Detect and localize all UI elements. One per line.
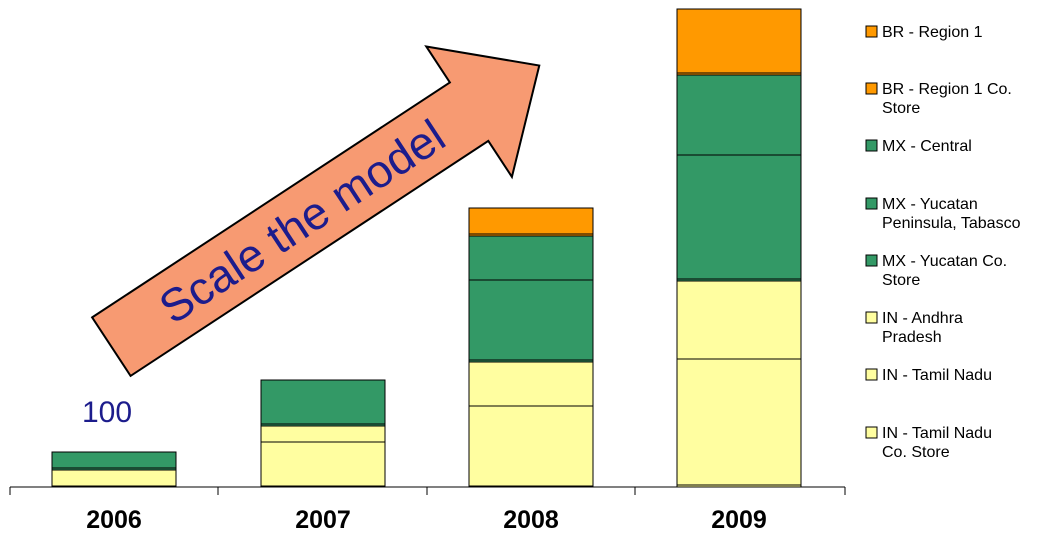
arrow-label: Scale the model <box>150 109 454 334</box>
bar-segment-2007-2 <box>260 425 386 443</box>
legend-entry: MX - Yucatan Co. Store <box>865 253 1007 289</box>
legend-entry: MX - Yucatan Peninsula, Tabasco <box>865 196 1021 232</box>
x-tick-label-2008: 2008 <box>503 506 559 534</box>
legend-label: BR - Region 1 <box>882 24 983 41</box>
legend-entry: IN - Tamil Nadu Co. Store <box>865 425 992 461</box>
legend-swatch <box>865 197 878 210</box>
legend-label: IN - Tamil Nadu Co. Store <box>882 425 992 461</box>
bars-group <box>51 8 802 488</box>
legend-swatch <box>865 139 878 152</box>
bar-segment-2008-5 <box>468 235 594 281</box>
bar-segment-2008-1 <box>468 405 594 487</box>
legend-label: BR - Region 1 Co. Store <box>882 81 1012 117</box>
legend: BR - Region 1 BR - Region 1 Co. Store MX - … <box>865 24 1021 461</box>
legend-entry: IN - Andhra Pradesh <box>865 310 963 346</box>
legend-swatch <box>865 25 878 38</box>
x-tick-labels: 2006 2007 2008 2009 <box>86 506 767 534</box>
bar-segment-2009-1 <box>676 358 802 486</box>
bar-segment-2009-7 <box>676 8 802 74</box>
legend-swatch <box>865 311 878 324</box>
legend-label: MX - Yucatan Co. Store <box>882 253 1007 289</box>
bar-segment-2008-7 <box>468 207 594 235</box>
legend-swatch <box>865 254 878 267</box>
x-axis <box>9 486 846 495</box>
bar-segment-2006-1 <box>51 469 177 487</box>
legend-label: IN - Andhra Pradesh <box>882 310 963 346</box>
legend-entry: BR - Region 1 <box>865 24 983 41</box>
legend-swatch <box>865 426 878 439</box>
bar-segment-2008-2 <box>468 361 594 407</box>
annotation-100: 100 <box>82 396 132 429</box>
bar-segment-2008-4 <box>468 279 594 361</box>
x-tick-label-2007: 2007 <box>295 506 351 534</box>
legend-entry: BR - Region 1 Co. Store <box>865 81 1012 117</box>
x-tick-label-2006: 2006 <box>86 506 142 534</box>
bar-segment-2007-4 <box>260 379 386 425</box>
legend-entry: IN - Tamil Nadu <box>865 367 992 384</box>
legend-entry: MX - Central <box>865 138 972 155</box>
legend-swatch <box>865 368 878 381</box>
bar-segment-2007-1 <box>260 441 386 487</box>
bar-segment-2009-2 <box>676 280 802 360</box>
bar-segment-2009-4 <box>676 154 802 280</box>
legend-label: IN - Tamil Nadu <box>882 367 992 384</box>
bar-segment-2006-5 <box>51 451 177 469</box>
legend-label: MX - Central <box>882 138 972 155</box>
legend-label: MX - Yucatan Peninsula, Tabasco <box>882 196 1021 232</box>
bar-segment-2009-5 <box>676 74 802 156</box>
arrow-shape <box>90 45 541 378</box>
legend-swatch <box>865 82 878 95</box>
x-tick-label-2009: 2009 <box>711 506 767 534</box>
